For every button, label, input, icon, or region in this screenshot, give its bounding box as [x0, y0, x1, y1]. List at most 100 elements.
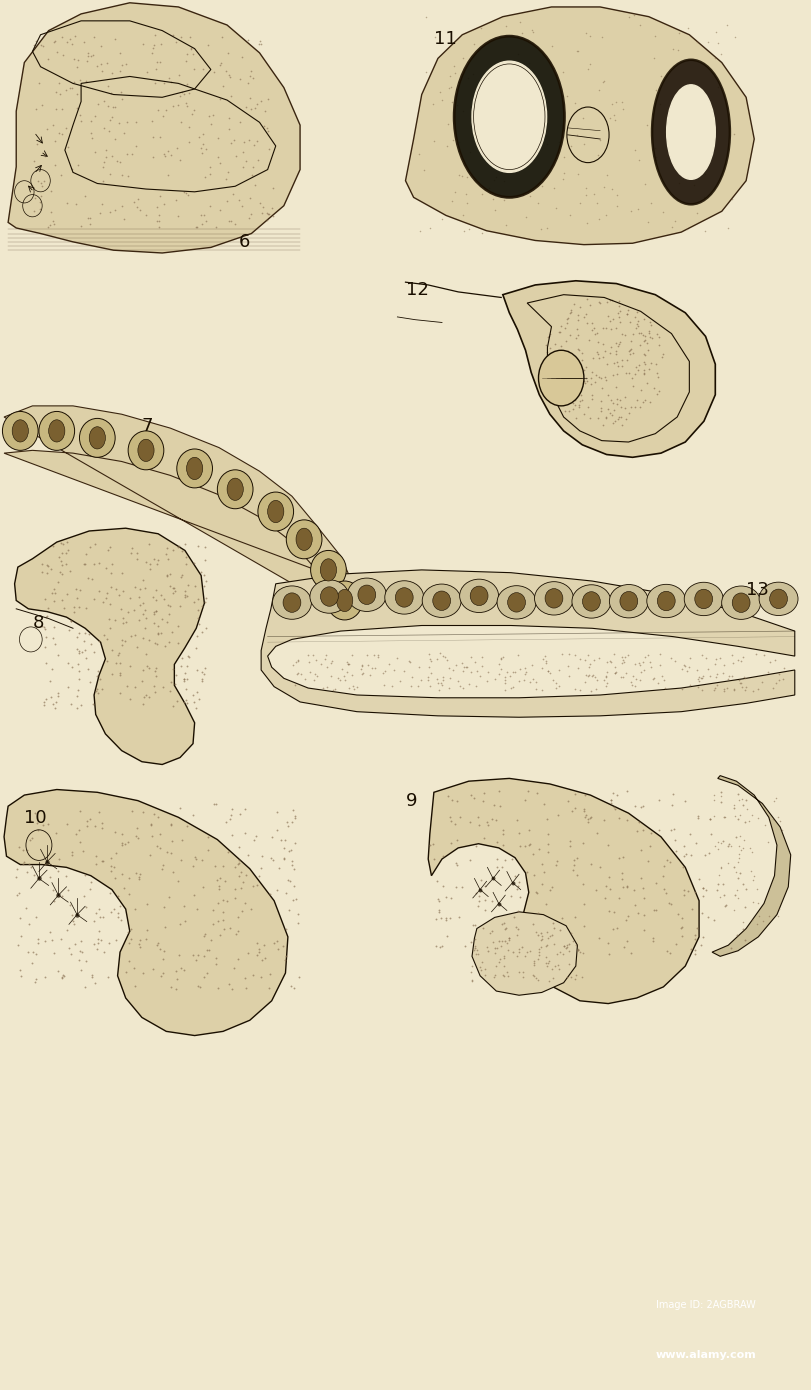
Point — [542, 823, 555, 845]
Point — [471, 806, 484, 828]
Point — [224, 916, 237, 938]
Point — [18, 851, 31, 873]
Point — [636, 819, 649, 841]
Point — [588, 183, 601, 206]
Point — [513, 870, 526, 892]
Point — [682, 880, 695, 902]
Point — [630, 820, 643, 842]
Point — [637, 651, 650, 673]
Point — [714, 781, 727, 803]
Point — [180, 655, 193, 677]
Point — [164, 145, 177, 167]
Point — [702, 659, 714, 681]
Point — [108, 199, 121, 221]
Point — [60, 553, 73, 575]
Point — [95, 60, 108, 82]
Point — [567, 853, 580, 876]
Point — [98, 624, 111, 646]
Point — [192, 944, 205, 966]
Point — [92, 552, 105, 574]
Point — [79, 976, 92, 998]
Point — [255, 845, 268, 867]
Point — [21, 840, 34, 862]
Point — [589, 666, 602, 688]
Point — [773, 898, 786, 920]
Point — [203, 938, 216, 960]
Point — [619, 385, 632, 407]
Point — [73, 948, 86, 970]
Point — [448, 181, 461, 203]
Point — [114, 664, 127, 687]
Point — [68, 25, 81, 47]
Point — [104, 901, 117, 923]
Point — [739, 929, 752, 951]
Point — [467, 46, 480, 68]
Point — [84, 632, 97, 655]
Point — [229, 887, 242, 909]
Point — [478, 827, 491, 849]
Point — [240, 863, 253, 885]
Point — [732, 669, 745, 691]
Point — [665, 794, 678, 816]
Point — [255, 32, 268, 54]
Point — [41, 598, 54, 620]
Point — [730, 924, 743, 947]
Point — [75, 214, 88, 236]
Point — [580, 183, 593, 206]
Point — [80, 897, 93, 919]
Point — [39, 966, 52, 988]
Point — [636, 324, 649, 346]
Point — [204, 156, 217, 178]
Point — [63, 560, 76, 582]
Point — [206, 103, 219, 125]
Point — [594, 292, 607, 314]
Point — [157, 855, 170, 877]
Point — [674, 118, 687, 140]
Point — [58, 596, 71, 619]
Point — [308, 663, 321, 685]
Text: 9: 9 — [406, 792, 417, 810]
Point — [539, 892, 552, 915]
Point — [571, 163, 584, 185]
Point — [191, 215, 204, 238]
Point — [104, 881, 117, 904]
Point — [744, 837, 757, 859]
Ellipse shape — [539, 350, 584, 406]
Point — [151, 934, 164, 956]
Point — [539, 947, 552, 969]
Point — [770, 673, 783, 695]
Point — [599, 368, 612, 391]
Point — [239, 150, 252, 172]
Point — [186, 103, 199, 125]
Point — [290, 651, 303, 673]
Point — [629, 894, 642, 916]
Point — [288, 805, 301, 827]
Point — [319, 648, 332, 670]
Point — [191, 624, 204, 646]
Point — [81, 44, 94, 67]
Point — [559, 317, 572, 339]
Point — [158, 916, 171, 938]
Point — [188, 575, 201, 598]
Point — [43, 920, 56, 942]
Point — [599, 339, 611, 361]
Point — [109, 578, 122, 600]
Point — [497, 912, 510, 934]
Point — [526, 842, 539, 865]
Point — [178, 691, 191, 713]
Point — [246, 965, 259, 987]
Point — [254, 192, 267, 214]
Point — [560, 313, 573, 335]
Point — [621, 876, 634, 898]
Point — [726, 644, 739, 666]
Point — [164, 563, 177, 585]
Point — [26, 941, 39, 963]
Point — [535, 873, 548, 895]
Point — [272, 856, 285, 878]
Point — [53, 122, 66, 145]
Point — [478, 899, 491, 922]
Point — [598, 669, 611, 691]
Point — [581, 644, 594, 666]
Point — [29, 906, 42, 929]
Point — [150, 600, 163, 623]
